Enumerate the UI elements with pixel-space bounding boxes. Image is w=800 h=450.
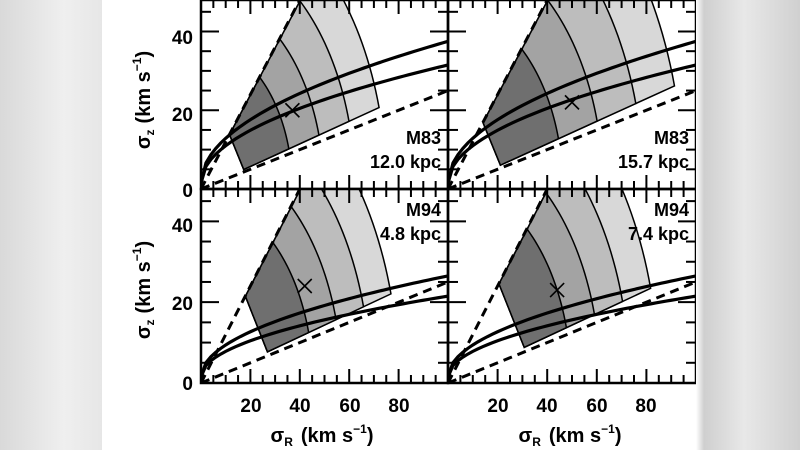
x-axis-label-right: σR (km s−1) <box>519 422 622 449</box>
dashed-upper-line <box>448 0 549 189</box>
xtick-left-20: 20 <box>240 396 261 417</box>
panel2-galaxy: M83 <box>654 128 689 148</box>
model-curve <box>201 39 448 184</box>
y-axis-label-top: σz(km s−1) <box>130 51 157 149</box>
panel2-radius: 15.7 kpc <box>618 152 689 172</box>
ytick-bottom-20: 20 <box>172 294 193 315</box>
model-curve <box>201 274 448 378</box>
panel1-radius: 12.0 kpc <box>370 152 441 172</box>
ytick-top-0: 0 <box>182 181 193 202</box>
panel-1 <box>201 0 448 189</box>
xtick-left-60: 60 <box>339 396 360 417</box>
model-curve <box>448 39 696 184</box>
panel1-galaxy: M83 <box>406 128 441 148</box>
model-curve <box>448 294 696 378</box>
xtick-right-60: 60 <box>586 396 607 417</box>
panel-3 <box>201 189 448 383</box>
best-fit-marker <box>284 102 300 118</box>
y-axis-label-bottom: σz(km s−1) <box>130 241 157 339</box>
dashed-upper-line <box>201 0 302 189</box>
xtick-right-40: 40 <box>536 396 557 417</box>
ytick-bottom-0: 0 <box>182 374 193 395</box>
xtick-left-80: 80 <box>388 396 409 417</box>
contour-band <box>244 241 310 353</box>
panel-2 <box>448 0 696 189</box>
panel-4 <box>448 189 696 383</box>
chart-svg: σz(km s−1) σz(km s−1) 40 20 0 40 20 0 20… <box>130 0 696 449</box>
xtick-left-40: 40 <box>289 396 310 417</box>
panel3-radius: 4.8 kpc <box>380 224 441 244</box>
figure: σz(km s−1) σz(km s−1) 40 20 0 40 20 0 20… <box>102 0 696 450</box>
panel4-radius: 7.4 kpc <box>628 224 689 244</box>
ytick-top-40: 40 <box>172 28 193 49</box>
panel4-galaxy: M94 <box>654 200 689 220</box>
best-fit-marker <box>549 282 565 298</box>
xtick-right-80: 80 <box>635 396 656 417</box>
ytick-bottom-40: 40 <box>172 216 193 237</box>
contour-band <box>498 227 568 349</box>
svg-text:σz(km s−1): σz(km s−1) <box>130 241 157 339</box>
best-fit-marker <box>564 94 580 110</box>
model-curve <box>201 63 448 184</box>
xtick-right-20: 20 <box>487 396 508 417</box>
model-curve <box>448 63 696 184</box>
x-axis-label-left: σR (km s−1) <box>271 422 374 449</box>
best-fit-marker <box>297 278 313 294</box>
contour-band <box>228 75 290 171</box>
model-curve <box>201 294 448 378</box>
model-curve <box>448 274 696 378</box>
svg-text:σz(km s−1): σz(km s−1) <box>130 51 157 149</box>
panel3-galaxy: M94 <box>406 200 441 220</box>
ytick-top-20: 20 <box>172 105 193 126</box>
